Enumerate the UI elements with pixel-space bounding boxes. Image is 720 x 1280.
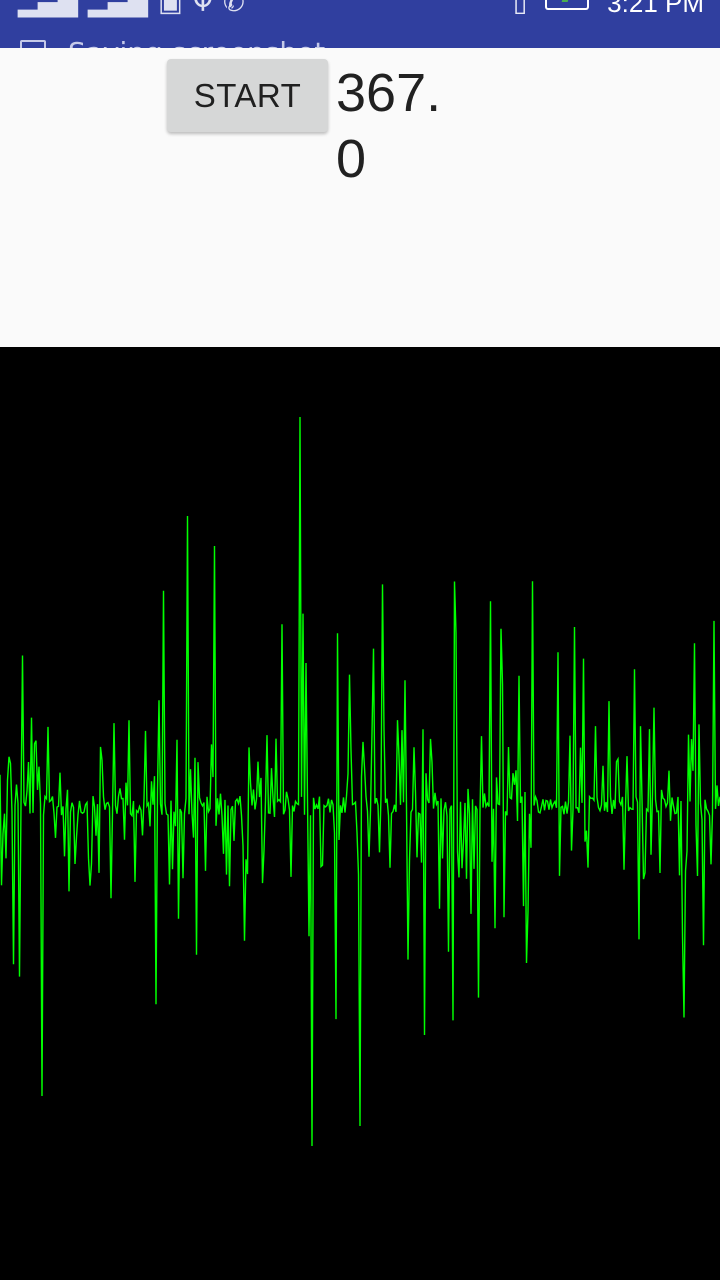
waveform-view xyxy=(0,347,720,1280)
start-button[interactable]: START xyxy=(167,59,328,132)
notification-ticker: Saving screenshot... xyxy=(20,36,352,48)
missed-call-icon: ✆ xyxy=(223,0,245,18)
status-time: 3:21 PM xyxy=(607,0,704,18)
signal-sim1-icon: ▂▄▆ xyxy=(18,0,78,18)
vibrate-icon: ▯ xyxy=(512,0,528,18)
image-icon: ▣ xyxy=(158,0,183,18)
control-panel: START 367.0 xyxy=(0,48,720,347)
status-bar: ▂▄▆ ▂▄▆ ▣ Ψ ✆ ▯ 3:21 PM Saving screensho… xyxy=(0,0,720,48)
usb-icon: Ψ xyxy=(192,0,214,18)
screenshot-icon xyxy=(20,39,46,48)
status-icons-left: ▂▄▆ ▂▄▆ ▣ Ψ ✆ xyxy=(18,0,245,16)
signal-sim2-icon: ▂▄▆ xyxy=(88,0,148,18)
waveform-svg xyxy=(0,416,720,1147)
battery-charging-icon xyxy=(545,0,590,10)
waveform-line xyxy=(0,416,720,1147)
notification-text: Saving screenshot... xyxy=(68,36,352,48)
status-icons-right: ▯ 3:21 PM xyxy=(513,0,704,16)
value-display: 367.0 xyxy=(336,63,442,189)
